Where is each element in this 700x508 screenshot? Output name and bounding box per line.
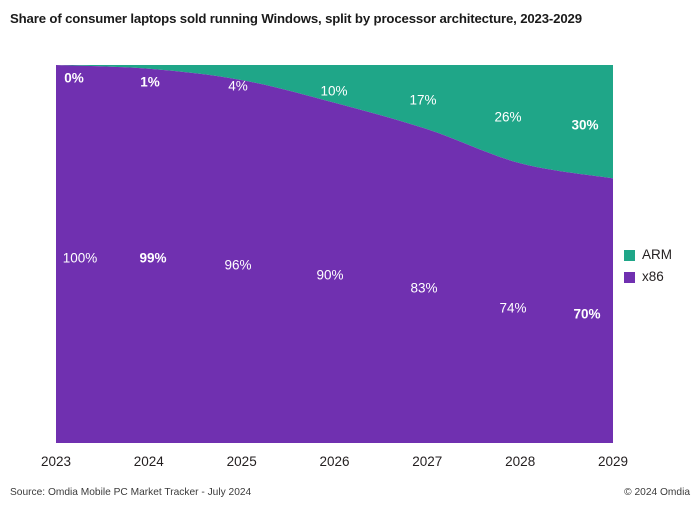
x86-data-label-0: 100%	[62, 250, 98, 266]
legend-swatch-arm-icon	[624, 249, 635, 261]
page-title: Share of consumer laptops sold running W…	[10, 11, 582, 26]
arm-data-label-1: 1%	[140, 74, 160, 90]
x86-data-label-6: 70%	[573, 306, 601, 322]
area-band-arm	[56, 65, 613, 179]
arm-data-label-3: 10%	[320, 83, 348, 99]
legend-label: ARM	[642, 247, 672, 263]
x-axis-tick-2023: 2023	[40, 454, 72, 469]
x86-data-label-3: 90%	[316, 267, 344, 283]
stacked-area-plot	[56, 65, 613, 443]
legend-item-arm[interactable]: ARM	[624, 244, 696, 266]
chart-legend: ARM x86	[624, 244, 696, 288]
arm-data-label-6: 30%	[571, 117, 599, 133]
x86-data-label-1: 99%	[139, 250, 167, 266]
plot-area	[56, 65, 613, 443]
footer: Source: Omdia Mobile PC Market Tracker -…	[0, 487, 700, 508]
x-axis-tick-2027: 2027	[412, 454, 443, 469]
arm-data-label-5: 26%	[494, 109, 522, 125]
x86-data-label-4: 83%	[410, 280, 438, 296]
x86-data-label-5: 74%	[499, 300, 527, 316]
x-axis-tick-2024: 2024	[133, 454, 164, 469]
x-axis-tick-2028: 2028	[505, 454, 536, 469]
legend-swatch-x86-icon	[624, 271, 635, 283]
x-axis-tick-2026: 2026	[319, 454, 350, 469]
source-note: Source: Omdia Mobile PC Market Tracker -…	[10, 487, 252, 498]
copyright-note: © 2024 Omdia	[624, 487, 690, 498]
arm-data-label-2: 4%	[228, 78, 248, 94]
legend-label: x86	[642, 269, 664, 285]
x-axis-tick-2029: 2029	[597, 454, 629, 469]
legend-item-x86[interactable]: x86	[624, 266, 696, 288]
arm-data-label-0: 0%	[64, 70, 84, 86]
x86-data-label-2: 96%	[224, 257, 252, 273]
arm-data-label-4: 17%	[409, 92, 437, 108]
x-axis: 2023 2024 2025 2026 2027 2028 2029	[41, 443, 628, 477]
x-axis-tick-2025: 2025	[226, 454, 257, 469]
area-band-x86	[56, 65, 613, 443]
